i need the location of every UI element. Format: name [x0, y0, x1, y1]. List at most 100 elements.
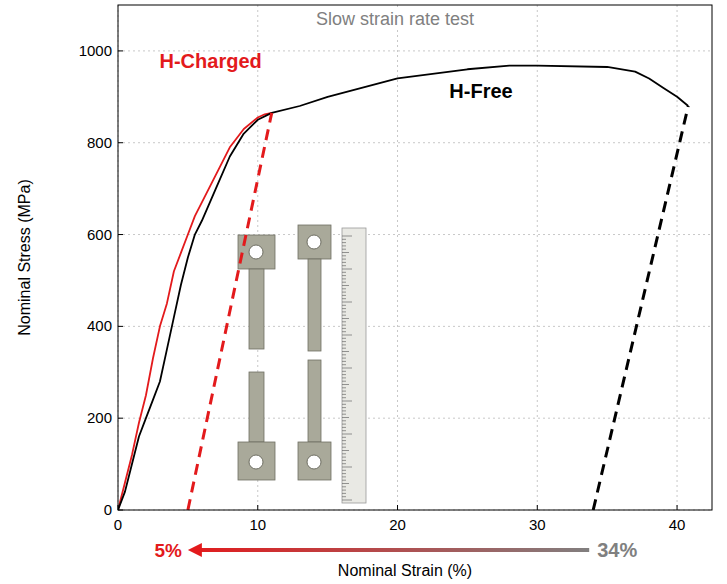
- ruler-tick: [342, 437, 346, 438]
- ruler-tick: [342, 328, 346, 329]
- ruler-tick: [342, 321, 346, 322]
- tick-label-x: 10: [249, 516, 266, 533]
- tick-label-y: 600: [87, 226, 112, 243]
- ruler-tick: [342, 272, 346, 273]
- tick-x: [537, 505, 538, 510]
- ruler-tick: [342, 344, 346, 345]
- ruler-tick: [342, 311, 346, 312]
- ruler-tick: [342, 440, 346, 441]
- arrow-shaft: [200, 548, 589, 552]
- arrow-head: [188, 543, 202, 557]
- x-axis-title: Nominal Strain (%): [338, 562, 472, 579]
- ruler-tick: [342, 417, 349, 418]
- title: Slow strain rate test: [316, 9, 474, 29]
- ruler-tick: [342, 315, 346, 316]
- specimen-hole: [249, 455, 263, 469]
- ruler-tick: [342, 354, 346, 355]
- ruler-tick: [342, 236, 352, 237]
- ruler-tick: [342, 374, 346, 375]
- ruler-tick: [342, 457, 346, 458]
- ruler-tick: [342, 242, 346, 243]
- tick-y: [118, 142, 123, 143]
- ruler-tick: [342, 420, 346, 421]
- ruler-tick: [342, 368, 352, 369]
- ruler-tick: [342, 450, 349, 451]
- ruler-tick: [342, 460, 346, 461]
- ruler-tick: [342, 245, 346, 246]
- tick-y: [118, 510, 123, 511]
- ruler-tick: [342, 305, 346, 306]
- ruler-tick: [342, 480, 346, 481]
- ruler: [342, 228, 366, 503]
- ruler-tick: [342, 318, 349, 319]
- ruler-tick: [342, 295, 346, 296]
- specimen-part: [298, 225, 331, 259]
- tick-y: [118, 326, 123, 327]
- ruler-tick: [342, 381, 346, 382]
- ruler-tick: [342, 443, 346, 444]
- ruler-tick: [342, 278, 346, 279]
- specimen-part: [308, 360, 321, 442]
- ruler-tick: [342, 331, 346, 332]
- ruler-tick: [342, 252, 349, 253]
- ruler-tick: [342, 427, 346, 428]
- ruler-tick: [342, 358, 346, 359]
- ruler-tick: [342, 496, 346, 497]
- chart: Slow strain rate test0102030400200400600…: [0, 0, 727, 584]
- ruler-tick: [342, 434, 352, 435]
- specimen-part: [249, 269, 264, 349]
- unload-line: [593, 106, 688, 510]
- ruler-tick: [342, 255, 346, 256]
- specimen-hole: [249, 245, 263, 259]
- ruler-tick: [342, 404, 346, 405]
- ruler-tick: [342, 394, 346, 395]
- tick-x: [257, 505, 258, 510]
- grid-line-x: [537, 5, 538, 510]
- ruler-tick: [342, 387, 346, 388]
- ruler-tick: [342, 490, 346, 491]
- ruler-tick: [342, 292, 346, 293]
- ruler-tick: [342, 275, 346, 276]
- tick-label-y: 400: [87, 317, 112, 334]
- specimen-part: [238, 442, 275, 480]
- grid-line-y: [118, 142, 712, 143]
- specimen-hole: [307, 235, 321, 249]
- ruler-tick: [342, 470, 346, 471]
- title-group: Slow strain rate test: [313, 8, 477, 30]
- tick-label-y: 0: [104, 501, 112, 518]
- ruler-tick: [342, 377, 346, 378]
- tick-y: [118, 50, 123, 51]
- ruler-tick: [342, 430, 346, 431]
- ruler-tick: [342, 391, 346, 392]
- grid-line-x: [397, 5, 398, 510]
- tick-label-y: 800: [87, 134, 112, 151]
- series-label: H-Charged: [160, 50, 262, 72]
- ruler-tick: [342, 473, 346, 474]
- grid-line-x: [677, 5, 678, 510]
- specimen-part: [249, 372, 264, 442]
- ruler-tick: [342, 364, 346, 365]
- ruler-tick: [342, 401, 352, 402]
- unload-line: [188, 113, 272, 510]
- title-patch: [313, 8, 477, 30]
- ruler-tick: [342, 463, 346, 464]
- ruler-tick: [342, 341, 346, 342]
- tick-y: [118, 418, 123, 419]
- ruler-tick: [342, 407, 346, 408]
- ruler-tick: [342, 410, 346, 411]
- arrow-label-from: 34%: [597, 539, 637, 561]
- ruler-tick: [342, 467, 352, 468]
- tick-label-x: 20: [389, 516, 406, 533]
- ruler-tick: [342, 447, 346, 448]
- specimen-inset: [238, 225, 366, 503]
- ruler-tick: [342, 486, 346, 487]
- tick-x: [397, 505, 398, 510]
- grid-line-y: [118, 234, 712, 235]
- tick-y: [118, 234, 123, 235]
- ruler-tick: [342, 414, 346, 415]
- ruler-tick: [342, 351, 349, 352]
- ruler-tick: [342, 298, 346, 299]
- plot-frame: [118, 5, 712, 510]
- ruler-tick: [342, 302, 352, 303]
- ruler-tick: [342, 348, 346, 349]
